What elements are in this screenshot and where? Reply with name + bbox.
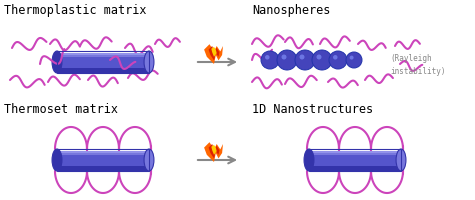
Text: 1D Nanostructures: 1D Nanostructures: [252, 103, 373, 116]
Text: Thermoplastic matrix: Thermoplastic matrix: [4, 4, 146, 17]
Circle shape: [350, 56, 353, 60]
Polygon shape: [211, 145, 217, 155]
Bar: [57, 56, 149, 68]
Polygon shape: [211, 47, 217, 57]
Polygon shape: [204, 44, 223, 64]
Bar: [57, 53, 149, 55]
Polygon shape: [209, 46, 219, 60]
Circle shape: [329, 51, 347, 69]
Circle shape: [346, 52, 362, 68]
Circle shape: [295, 50, 315, 70]
Circle shape: [277, 50, 297, 70]
Bar: [309, 166, 401, 171]
Bar: [57, 151, 149, 154]
Bar: [309, 149, 401, 171]
Bar: [309, 151, 401, 153]
Text: Nanospheres: Nanospheres: [252, 4, 331, 17]
Bar: [57, 53, 149, 56]
Text: (Rayleigh
instability): (Rayleigh instability): [390, 54, 446, 75]
Circle shape: [265, 55, 269, 60]
Polygon shape: [204, 142, 223, 162]
Ellipse shape: [304, 149, 314, 171]
Bar: [309, 151, 401, 154]
Circle shape: [316, 54, 322, 60]
Circle shape: [312, 50, 332, 70]
Circle shape: [300, 54, 304, 60]
Bar: [57, 51, 149, 73]
Ellipse shape: [396, 149, 406, 171]
Bar: [57, 68, 149, 73]
Ellipse shape: [144, 149, 154, 171]
Ellipse shape: [144, 51, 154, 73]
Circle shape: [333, 55, 338, 60]
Text: Thermoset matrix: Thermoset matrix: [4, 103, 118, 116]
Circle shape: [282, 54, 286, 60]
Bar: [57, 149, 149, 171]
Ellipse shape: [52, 51, 62, 73]
Bar: [309, 154, 401, 166]
Bar: [57, 166, 149, 171]
Circle shape: [261, 51, 279, 69]
Polygon shape: [209, 144, 219, 158]
Ellipse shape: [52, 149, 62, 171]
Bar: [57, 151, 149, 153]
Bar: [57, 154, 149, 166]
